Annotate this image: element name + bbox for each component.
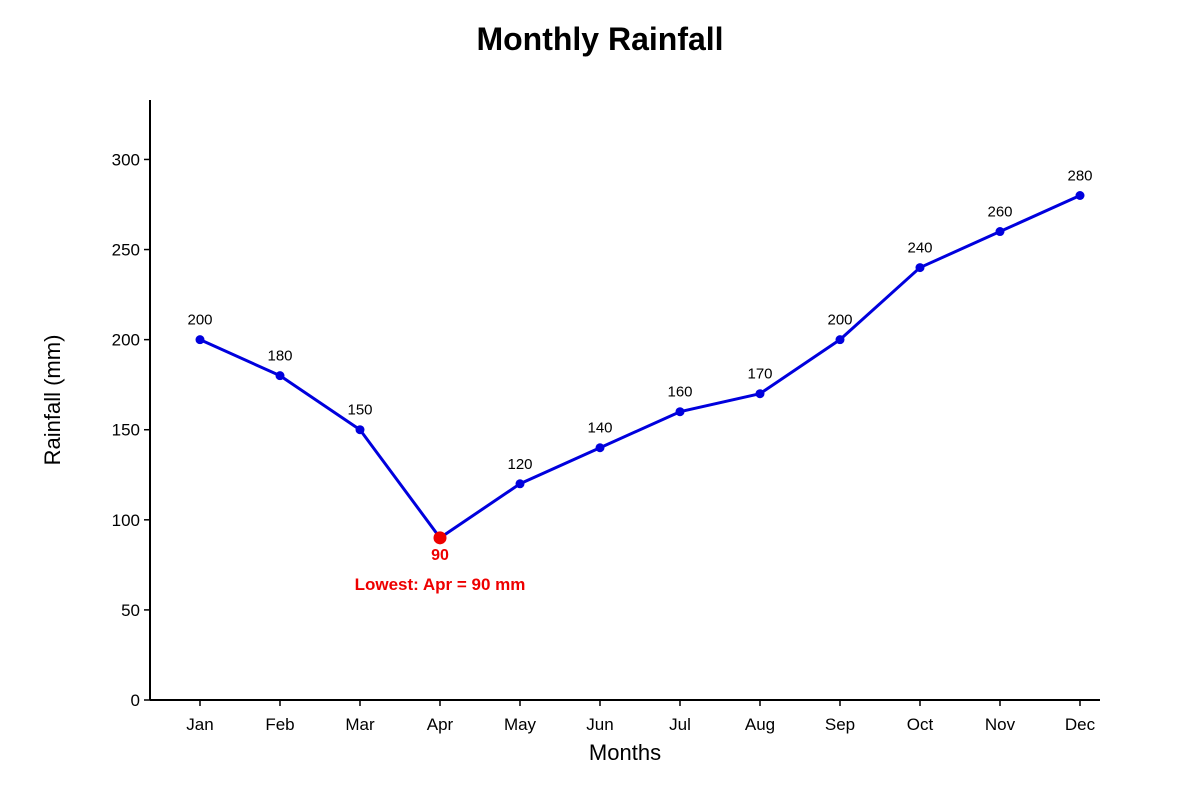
axes <box>149 100 1100 701</box>
y-tick-label: 250 <box>112 241 140 260</box>
data-point <box>1075 190 1085 200</box>
data-point <box>275 371 285 381</box>
data-point <box>515 479 525 489</box>
y-tick-label: 50 <box>121 601 140 620</box>
x-axis-title: Months <box>589 740 661 765</box>
x-tick-label-mar: Mar <box>345 715 375 734</box>
data-label: 160 <box>667 384 692 401</box>
data-label: 170 <box>747 366 772 383</box>
x-tick-label-feb: Feb <box>265 715 294 734</box>
data-point <box>995 227 1005 237</box>
lowest-annotation: Lowest: Apr = 90 mm <box>355 575 526 594</box>
data-point <box>915 263 925 273</box>
data-point-lowest <box>433 531 447 545</box>
x-tick-label-may: May <box>504 715 537 734</box>
x-tick-label-oct: Oct <box>907 715 934 734</box>
x-tick-label-apr: Apr <box>427 715 454 734</box>
y-axis-title: Rainfall (mm) <box>40 335 65 466</box>
x-tick-label-dec: Dec <box>1065 715 1096 734</box>
x-tick-label-jul: Jul <box>669 715 691 734</box>
data-label: 260 <box>987 204 1012 221</box>
y-tick-label: 100 <box>112 511 140 530</box>
data-label: 120 <box>507 456 532 473</box>
series-rainfall <box>195 190 1085 545</box>
data-labels: 200 180 150 90 120 140 160 170 200 240 260 280 <box>187 167 1092 563</box>
y-tick-label: 300 <box>112 150 140 169</box>
data-point <box>355 425 365 435</box>
x-tick-label-sep: Sep <box>825 715 855 734</box>
series-line <box>199 194 1081 540</box>
x-tick-label-aug: Aug <box>745 715 775 734</box>
x-tick-label-jun: Jun <box>586 715 613 734</box>
x-tick-label-nov: Nov <box>985 715 1016 734</box>
y-axis-ticks: 0 50 100 150 200 250 300 <box>112 150 150 710</box>
data-label-lowest: 90 <box>431 547 449 564</box>
x-axis-ticks: Jan Feb Mar Apr May Jun Jul Aug Sep Oct Nov Dec <box>186 700 1096 734</box>
y-tick-label: 0 <box>131 691 140 710</box>
chart-title: Monthly Rainfall <box>476 21 723 57</box>
data-point <box>755 389 765 399</box>
data-label: 280 <box>1067 167 1092 184</box>
data-point <box>195 335 205 345</box>
data-label: 240 <box>907 240 932 257</box>
data-label: 200 <box>187 312 212 329</box>
y-tick-label: 200 <box>112 331 140 350</box>
data-point <box>835 335 845 345</box>
x-tick-label-jan: Jan <box>186 715 213 734</box>
data-label: 140 <box>587 420 612 437</box>
data-label: 150 <box>347 402 372 419</box>
data-label: 200 <box>827 312 852 329</box>
data-point <box>595 443 605 453</box>
data-label: 180 <box>267 348 292 365</box>
data-point <box>675 407 685 417</box>
y-tick-label: 150 <box>112 421 140 440</box>
